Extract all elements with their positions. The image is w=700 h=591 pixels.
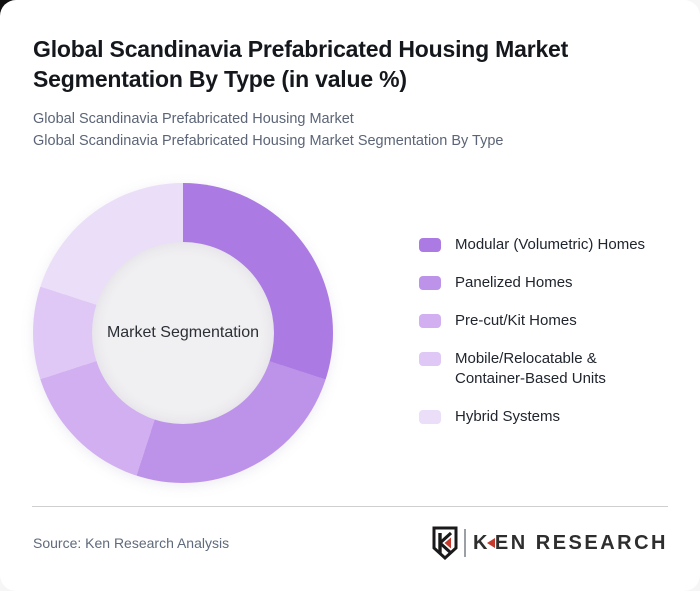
footer-divider: [32, 506, 668, 507]
logo-letter-k: K: [472, 531, 490, 554]
legend-swatch: [419, 314, 441, 328]
legend-label: Modular (Volumetric) Homes: [455, 236, 646, 253]
legend-label: Pre-cut/Kit Homes: [455, 312, 577, 329]
legend-item: Panelized Homes: [419, 273, 655, 293]
legend-swatch: [419, 352, 441, 366]
legend-label: Panelized Homes: [455, 274, 573, 291]
donut-center-label: Market Segmentation: [106, 324, 260, 341]
subtitle-line-2: Global Scandinavia Prefabricated Housing…: [33, 133, 504, 149]
page-title: Global Scandinavia Prefabricated Housing…: [33, 36, 569, 92]
subtitle-line-1: Global Scandinavia Prefabricated Housing…: [33, 111, 354, 127]
logo-text-rest: EN RESEARCH: [494, 531, 668, 554]
source-note: Source: Ken Research Analysis: [33, 535, 230, 551]
subtitles: Global Scandinavia Prefabricated Housing…: [33, 108, 663, 152]
legend-swatch: [419, 276, 441, 290]
logo-wordmark: K EN RESEARCH: [473, 532, 668, 555]
legend-label: Mobile/Relocatable & Container-Based Uni…: [455, 350, 606, 387]
legend-item: Mobile/Relocatable & Container-Based Uni…: [419, 349, 655, 389]
legend-swatch: [419, 410, 441, 424]
legend-item: Modular (Volumetric) Homes: [419, 235, 655, 255]
legend-item: Hybrid Systems: [419, 407, 655, 427]
header: Global Scandinavia Prefabricated Housing…: [33, 34, 653, 94]
legend-swatch: [419, 238, 441, 252]
legend-label: Hybrid Systems: [455, 408, 561, 425]
legend-item: Pre-cut/Kit Homes: [419, 311, 655, 331]
logo-separator: [463, 529, 466, 557]
red-triangle-icon: [486, 538, 495, 548]
donut-center: Market Segmentation: [92, 242, 274, 424]
ken-research-logo: K EN RESEARCH: [432, 526, 668, 560]
chart-legend: Modular (Volumetric) Homes Panelized Home…: [419, 235, 655, 427]
donut-chart: Market Segmentation: [33, 183, 333, 483]
shield-k-icon: [432, 526, 458, 560]
